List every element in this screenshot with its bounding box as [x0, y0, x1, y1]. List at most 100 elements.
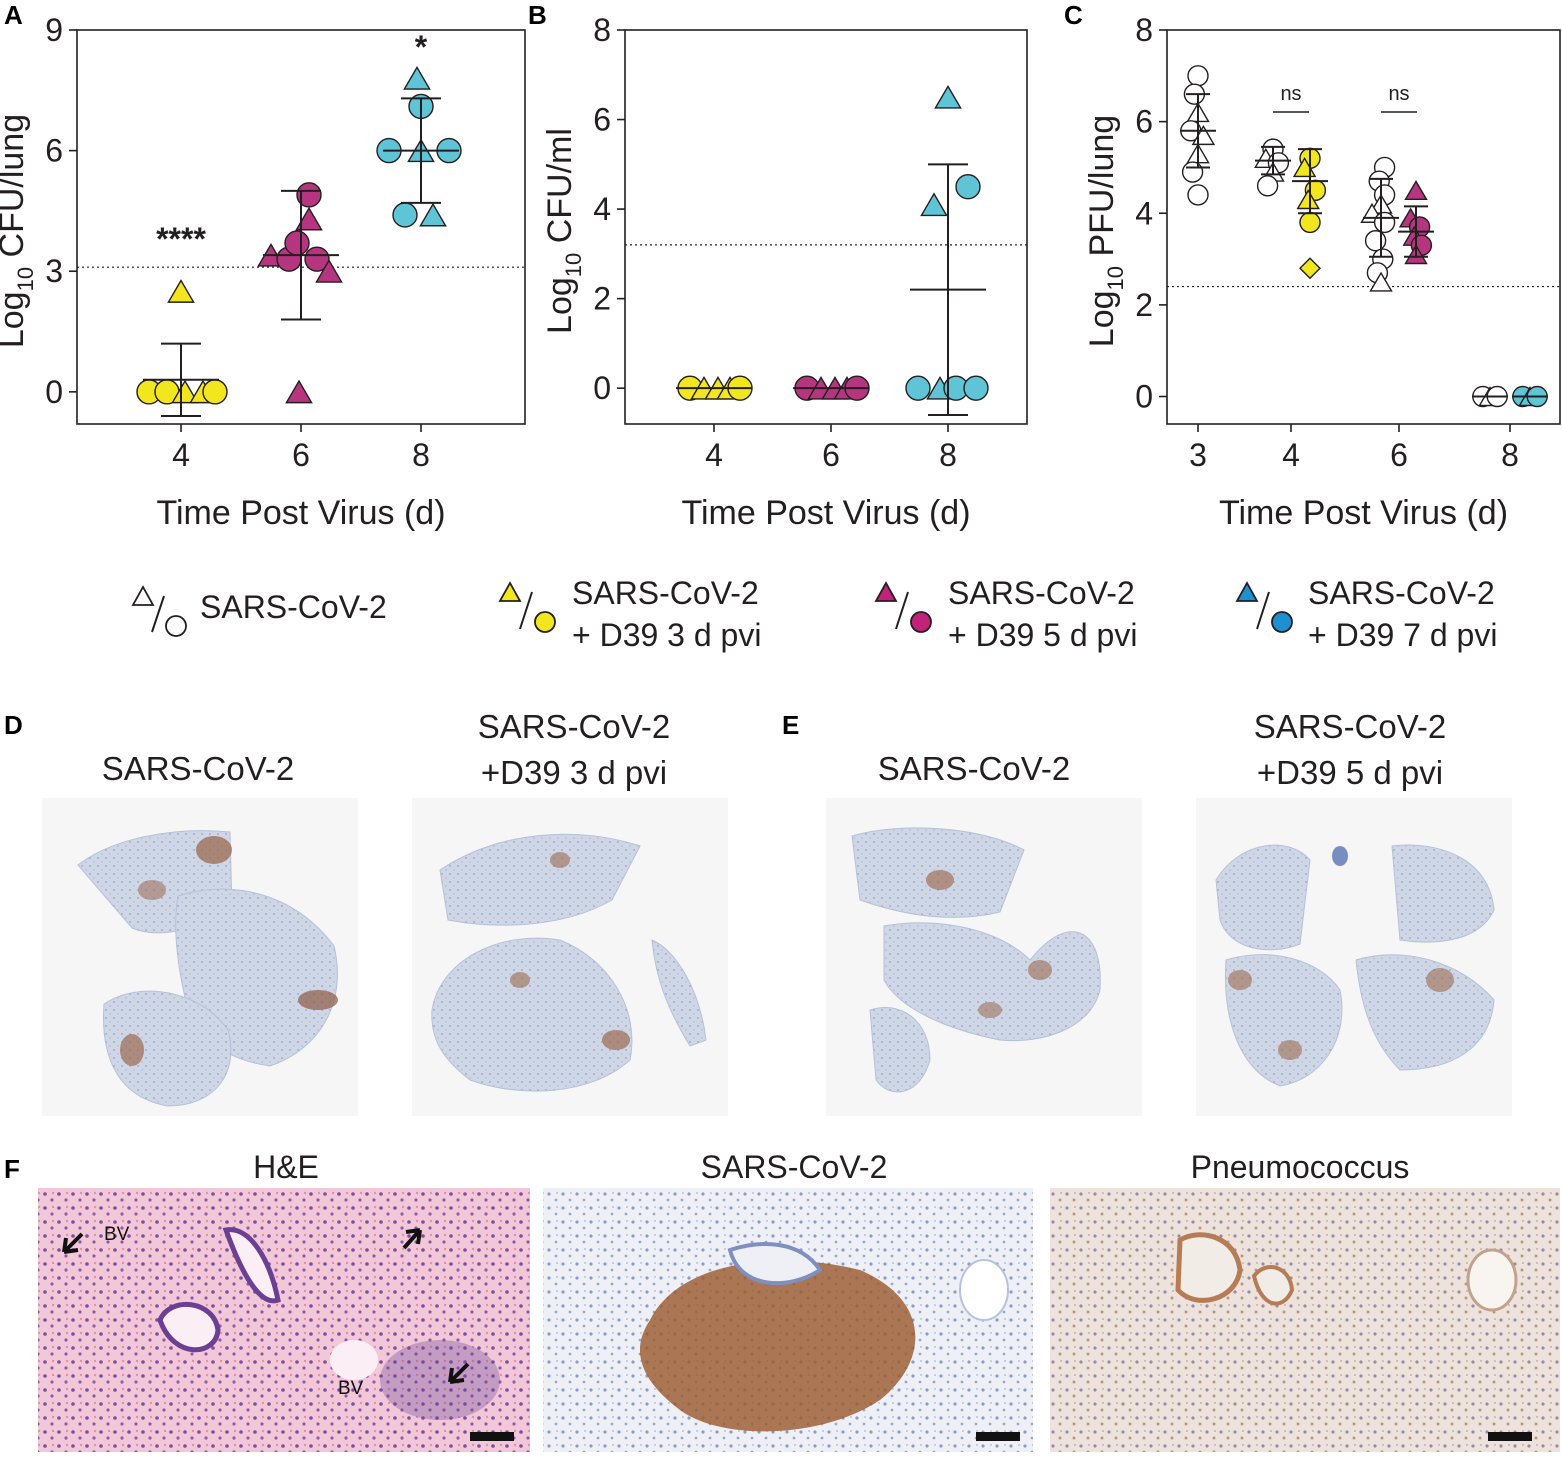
- legend-item-control: SARS-CoV-2: [131, 585, 387, 637]
- panel-label-c: C: [1064, 0, 1083, 30]
- legend-item-d39-7d: SARS-CoV-2 + D39 7 d pvi: [1235, 575, 1497, 653]
- data-point-triangle: [934, 84, 962, 109]
- y-tick-label: 6: [593, 102, 611, 138]
- panel-f-title-he: H&E: [253, 1149, 319, 1185]
- legend-label-d39-5d-line2: + D39 5 d pvi: [948, 617, 1137, 653]
- y-tick-label: 4: [1135, 195, 1153, 231]
- data-point-circle: [1373, 211, 1396, 234]
- y-axis-label: Log10 CFU/lung: [0, 114, 38, 348]
- legend-open-triangle: [131, 585, 155, 606]
- data-point-triangle: [167, 279, 195, 303]
- legend-slash: [1256, 591, 1270, 630]
- x-tick-label: 6: [292, 437, 310, 473]
- x-tick-label: 8: [412, 437, 430, 473]
- panel-label-e: E: [782, 710, 799, 740]
- data-point-circle: [955, 174, 981, 200]
- histology-image-he: BV BV: [38, 1188, 530, 1452]
- panel-label-f: F: [4, 1154, 20, 1184]
- panel-e-right-title-line2: +D39 5 d pvi: [1257, 754, 1443, 791]
- legend-magenta-circle: [910, 611, 932, 633]
- panel-e-left-title: SARS-CoV-2: [878, 750, 1071, 787]
- legend: SARS-CoV-2 SARS-CoV-2 + D39 3 d pvi SARS…: [131, 575, 1497, 653]
- histology-image-sars: [543, 1188, 1033, 1452]
- data-point-triangle: [315, 259, 343, 283]
- y-axis-label: Log10 CFU/ml: [541, 128, 586, 334]
- x-tick-label: 6: [822, 437, 840, 473]
- y-tick-label: 0: [593, 370, 611, 406]
- data-point-circle: [1256, 175, 1279, 197]
- data-point-circle: [1181, 161, 1204, 183]
- panel-e-right-title-line1: SARS-CoV-2: [1254, 708, 1447, 745]
- legend-yellow-triangle: [498, 581, 522, 602]
- lung-section-image-d-control: [42, 798, 358, 1116]
- data-point-circle: [1364, 230, 1387, 252]
- y-tick-label: 6: [1135, 104, 1153, 140]
- x-tick-label: 4: [705, 437, 723, 473]
- legend-label-control: SARS-CoV-2: [200, 589, 387, 625]
- panel-label-b: B: [528, 0, 547, 30]
- x-tick-label: 4: [172, 437, 190, 473]
- legend-yellow-circle: [534, 611, 556, 633]
- legend-slash: [151, 595, 165, 633]
- bv-label-bottom: BV: [338, 1378, 364, 1399]
- legend-slash: [895, 591, 909, 630]
- ns-label: ns: [1388, 83, 1409, 105]
- plot-frame: [1166, 29, 1561, 425]
- x-tick-label: 8: [939, 437, 957, 473]
- y-tick-label: 6: [45, 133, 63, 169]
- data-point-triangle: [295, 206, 323, 231]
- data-point-triangle: [1404, 179, 1428, 201]
- panel-d-left-title: SARS-CoV-2: [102, 750, 295, 787]
- y-tick-label: 9: [45, 12, 63, 48]
- panel-f-title-sars: SARS-CoV-2: [701, 1149, 888, 1185]
- arrow-icon: [448, 1362, 470, 1384]
- data-point-circle: [963, 375, 989, 401]
- data-point-triangle: [171, 379, 199, 404]
- arrow-icon: [62, 1232, 84, 1254]
- y-tick-label: 2: [593, 281, 611, 317]
- y-tick-label: 8: [593, 12, 611, 48]
- x-axis-label: Time Post Virus (d): [681, 494, 970, 532]
- legend-label-d39-3d-line2: + D39 3 d pvi: [572, 617, 761, 653]
- data-point-triangle: [419, 202, 447, 227]
- chart-a: 0 3 6 9 4 6 8 Time Post Virus (d) Log10 CFU/lung…: [0, 12, 526, 532]
- arrow-icon: [402, 1228, 422, 1250]
- legend-label-d39-7d-line2: + D39 7 d pvi: [1308, 617, 1497, 653]
- chart-c: 0 2 4 6 8 3 4 6 8 Time Post Virus (d) Log10 PFU/lu…: [1083, 12, 1561, 532]
- legend-blue-circle: [1271, 611, 1293, 633]
- lung-section-image-e-control: [826, 798, 1142, 1116]
- x-tick-label: 4: [1282, 437, 1300, 473]
- data-point-circle: [202, 379, 228, 405]
- legend-label-d39-3d-line1: SARS-CoV-2: [572, 575, 759, 611]
- histology-image-pneumococcus: [1050, 1188, 1560, 1452]
- data-point-diamond: [1299, 257, 1321, 280]
- panel-d-right-title-line2: +D39 3 d pvi: [481, 754, 667, 791]
- scale-bar: [1488, 1432, 1532, 1441]
- data-point-circle: [1187, 184, 1209, 206]
- data-point-triangle: [1369, 271, 1393, 292]
- y-tick-label: 8: [1135, 12, 1153, 48]
- data-point-circle: [1299, 211, 1321, 234]
- data-point-circle: [284, 230, 310, 256]
- scale-bar: [976, 1432, 1020, 1441]
- x-tick-label: 3: [1189, 437, 1207, 473]
- x-axis-label: Time Post Virus (d): [156, 494, 445, 532]
- legend-label-d39-7d-line1: SARS-CoV-2: [1308, 575, 1495, 611]
- x-tick-label: 8: [1501, 437, 1519, 473]
- scale-bar: [470, 1432, 514, 1441]
- y-tick-label: 3: [45, 253, 63, 289]
- significance-label: ****: [156, 221, 206, 257]
- legend-magenta-triangle: [874, 581, 898, 602]
- y-tick-label: 0: [1135, 379, 1153, 415]
- data-point-circle: [1187, 65, 1209, 87]
- ns-label: ns: [1280, 83, 1301, 105]
- lung-section-image-d-d39: [412, 798, 728, 1116]
- y-tick-label: 0: [45, 374, 63, 410]
- lung-section-image-e-d39: [1196, 798, 1512, 1116]
- legend-open-circle: [165, 615, 187, 637]
- panel-label-a: A: [4, 0, 23, 30]
- x-axis-label: Time Post Virus (d): [1219, 494, 1508, 532]
- data-point-circle: [392, 202, 418, 228]
- data-point-triangle: [403, 66, 431, 90]
- data-point-circle: [905, 375, 931, 401]
